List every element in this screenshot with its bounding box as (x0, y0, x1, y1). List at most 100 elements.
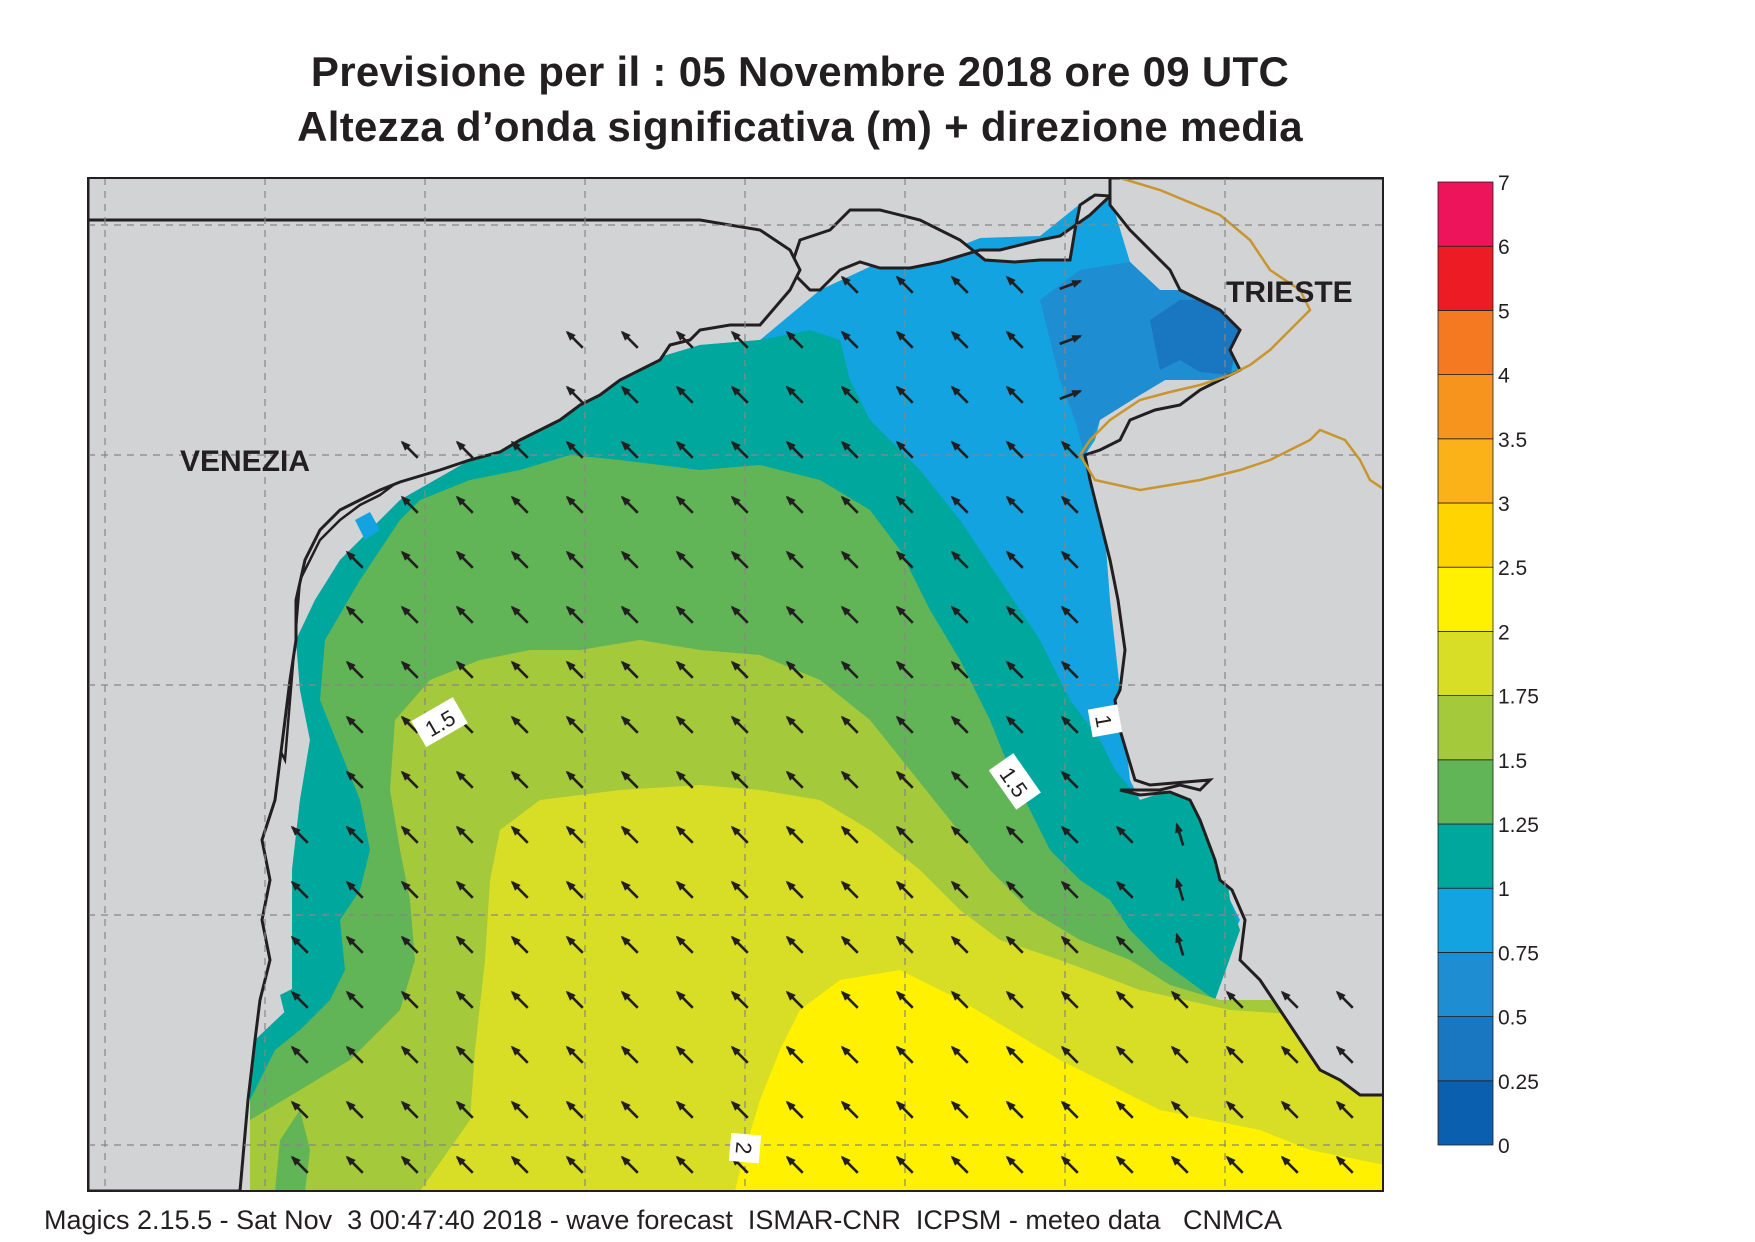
wave-arrow-head (565, 990, 576, 1001)
wave-arrow-head (1115, 935, 1126, 946)
wave-arrow-head (345, 550, 356, 561)
wave-arrow-head (1170, 1100, 1181, 1111)
wave-arrow-head (1175, 877, 1183, 889)
wave-arrow-head (1175, 932, 1183, 944)
wave-arrow-head (400, 990, 411, 1001)
contour-label: 1 (1087, 704, 1123, 738)
wave-arrow-head (950, 660, 961, 671)
wave-arrow-head (1005, 550, 1016, 561)
wave-arrow-head (1060, 715, 1071, 726)
wave-arrow-head (345, 935, 356, 946)
sea-band-0.25-0.5 (1150, 300, 1240, 375)
wave-arrow-head (290, 1045, 301, 1056)
wave-arrow-head (895, 880, 906, 891)
colorbar-tick-label: 2 (1498, 621, 1510, 644)
wave-arrow-head (1175, 822, 1183, 834)
wave-arrow-head (840, 385, 851, 396)
wave-arrow-head (730, 330, 741, 341)
wave-arrow-head (895, 990, 906, 1001)
wave-arrow-head (785, 1100, 796, 1111)
wave-arrow-head (510, 770, 521, 781)
wave-arrow-head (730, 1100, 741, 1111)
wave-arrow-head (950, 495, 961, 506)
wave-arrow-head (895, 385, 906, 396)
colorbar-tick-label: 4 (1498, 365, 1510, 388)
colorbar-swatch (1437, 245, 1494, 311)
colorbar-swatch (1437, 759, 1494, 825)
wave-arrow-head (1005, 495, 1016, 506)
wave-arrow-head (620, 770, 631, 781)
wave-arrow-head (950, 275, 961, 286)
wave-arrow-head (455, 605, 466, 616)
wave-arrow-head (730, 495, 741, 506)
colorbar-tick-label: 3.5 (1498, 429, 1527, 452)
wave-arrow-head (455, 1155, 466, 1166)
wave-arrow-head (510, 440, 521, 451)
wave-arrow-head (565, 935, 576, 946)
wave-arrow-head (730, 605, 741, 616)
wave-arrow-head (565, 330, 576, 341)
wave-arrow-head (620, 825, 631, 836)
wave-arrow-head (510, 990, 521, 1001)
wave-arrow-head (840, 495, 851, 506)
colorbar-tick-label: 0.5 (1498, 1007, 1527, 1030)
wave-arrow-head (290, 935, 301, 946)
wave-arrow-head (510, 880, 521, 891)
colorbar-swatch (1437, 952, 1494, 1018)
wave-arrow-head (565, 825, 576, 836)
wave-arrow-head (1005, 715, 1016, 726)
wave-arrow-head (620, 935, 631, 946)
wave-arrow-head (1060, 495, 1071, 506)
wave-arrow-head (785, 495, 796, 506)
wave-arrow-head (1060, 550, 1071, 561)
wave-arrow-head (730, 1045, 741, 1056)
wave-arrow-head (400, 715, 411, 726)
wave-arrow-head (620, 880, 631, 891)
wave-arrow-head (840, 715, 851, 726)
wave-arrow-head (510, 825, 521, 836)
wave-arrow-head (620, 330, 631, 341)
title-line-1: Previsione per il : 05 Novembre 2018 ore… (310, 48, 1290, 95)
wave-arrow-head (1170, 1155, 1181, 1166)
wave-arrow-head (1005, 605, 1016, 616)
wave-arrow-head (675, 550, 686, 561)
wave-arrow-head (620, 440, 631, 451)
wave-arrow-head (840, 550, 851, 561)
wave-arrow-head (1280, 1100, 1291, 1111)
wave-arrow-head (400, 1100, 411, 1111)
wave-arrow-head (510, 660, 521, 671)
wave-arrow-head (1225, 1100, 1236, 1111)
colorbar-tick-label: 6 (1498, 236, 1510, 259)
wave-arrow-head (675, 715, 686, 726)
wave-arrow-head (290, 880, 301, 891)
wave-arrow-head (1115, 880, 1126, 891)
wave-arrow-head (840, 1045, 851, 1056)
colorbar-tick-label: 0 (1498, 1135, 1510, 1158)
wave-arrow-head (840, 825, 851, 836)
wave-arrow-head (675, 330, 686, 341)
wave-arrow-head (785, 825, 796, 836)
colorbar-swatch (1437, 374, 1494, 440)
wave-arrow-head (730, 550, 741, 561)
wave-arrow-head (1060, 990, 1071, 1001)
wave-arrow-head (345, 1045, 356, 1056)
wave-arrow-head (1060, 935, 1071, 946)
wave-arrow-head (675, 1100, 686, 1111)
wave-arrow-head (895, 330, 906, 341)
wave-arrow-head (785, 880, 796, 891)
city-label-trieste: TRIESTE (1226, 276, 1353, 309)
wave-arrow-head (1225, 1045, 1236, 1056)
wave-arrow-head (565, 495, 576, 506)
wave-arrow-head (840, 880, 851, 891)
wave-arrow-head (950, 550, 961, 561)
wave-arrow-head (565, 1155, 576, 1166)
wave-arrow-head (785, 990, 796, 1001)
wave-arrow-head (950, 990, 961, 1001)
wave-arrow-head (785, 660, 796, 671)
wave-arrow-head (1225, 1155, 1236, 1166)
wave-arrow-head (730, 770, 741, 781)
colorbar-tick-label: 1.25 (1498, 814, 1539, 837)
colorbar-tick-label: 1 (1498, 878, 1510, 901)
wave-arrow-head (455, 495, 466, 506)
wave-arrow-head (1170, 1045, 1181, 1056)
